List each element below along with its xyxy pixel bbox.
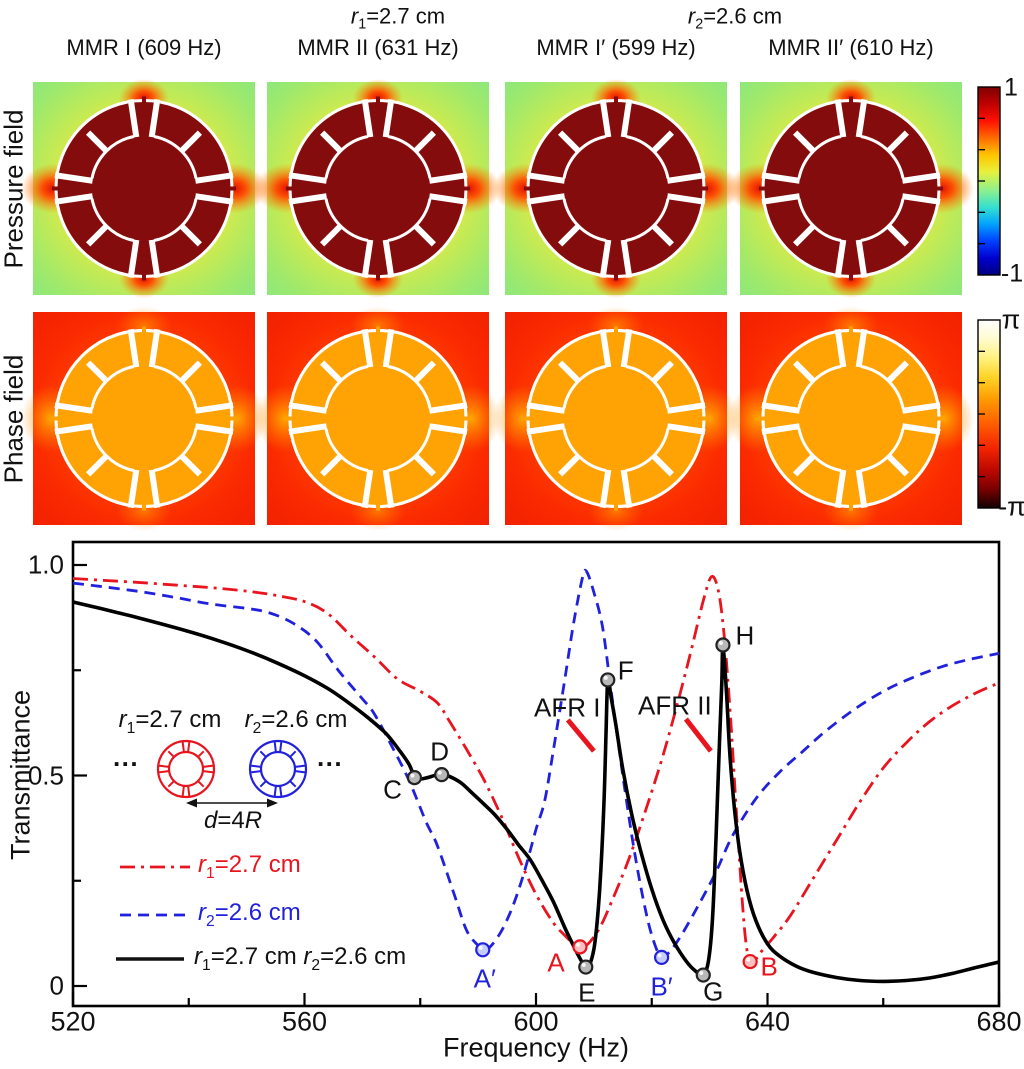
phase-cbar-max: π <box>1001 304 1021 335</box>
panel-label-mmr2p: MMR II′ (610 Hz) <box>768 35 934 60</box>
pressure-field-mmr2p <box>728 79 974 298</box>
marker-A′ <box>475 942 491 958</box>
annotation-afr-ii: AFR II <box>638 690 712 721</box>
phase-field-row <box>21 306 974 531</box>
marker-B <box>742 953 758 970</box>
y-tick-0.5: 0.5 <box>27 760 64 790</box>
axis-ticks <box>71 563 1001 1006</box>
panel-label-mmr2: MMR II (631 Hz) <box>297 35 459 60</box>
x-tick-560: 560 <box>281 1006 328 1037</box>
annotation-afr-i: AFR I <box>534 692 601 723</box>
pressure-row-label: Pressure field <box>0 109 29 269</box>
marker-C <box>406 770 423 786</box>
panel-label-mmr1: MMR I (609 Hz) <box>66 35 222 60</box>
marker-label-B′: B′ <box>650 971 673 1002</box>
marker-E <box>578 959 594 975</box>
y-tick-1.0: 1.0 <box>27 549 64 580</box>
afr-pointer-1 <box>565 718 596 753</box>
phase-resonator-1 <box>52 326 236 511</box>
pressure-cbar-min: -1 <box>1000 259 1024 288</box>
marker-D <box>434 767 450 783</box>
pressure-cbar-max: 1 <box>1004 73 1018 102</box>
legend-entry-r2: r2=2.6 cm <box>198 899 301 930</box>
pressure-field-mmr1p <box>493 79 739 298</box>
pressure-field-mmr1 <box>21 79 267 298</box>
x-tick-680: 680 <box>976 1006 1022 1037</box>
marker-label-H: H <box>735 620 755 651</box>
marker-G <box>695 967 711 983</box>
marker-B′ <box>653 949 670 965</box>
marker-label-G: G <box>703 976 724 1007</box>
legend-entry-r1: r1=2.7 cm <box>198 851 301 882</box>
marker-label-D: D <box>430 736 450 767</box>
distance-arrow <box>186 798 278 808</box>
inset-resonator-pair <box>156 739 308 799</box>
legend-entry-both: r1=2.7 cm r2=2.6 cm <box>194 943 407 974</box>
transmittance-chart <box>71 540 1001 1008</box>
marker-label-F: F <box>617 655 634 686</box>
group1-header: r1=2.7 cm <box>350 3 446 33</box>
marker-label-C: C <box>383 774 402 805</box>
phase-colorbar <box>977 319 1001 509</box>
phase-resonator-2 <box>286 326 470 511</box>
inset-dots-right: ··· <box>317 748 343 779</box>
phase-resonator-3 <box>524 326 708 511</box>
marker-label-A: A <box>547 947 565 978</box>
inset-dots-left: ··· <box>113 748 139 779</box>
series-0 <box>72 568 1000 960</box>
x-tick-520: 520 <box>50 1006 96 1037</box>
marker-A <box>572 939 588 955</box>
pressure-colorbar <box>977 86 1001 276</box>
inset-ring2-label: r2=2.6 cm <box>244 706 348 737</box>
marker-label-E: E <box>578 977 596 1008</box>
group2-header: r2=2.6 cm <box>687 3 783 33</box>
inset-distance-label: d=4R <box>203 807 263 834</box>
x-tick-600: 600 <box>513 1006 559 1037</box>
mini-resonator-icon <box>248 739 308 799</box>
marker-H <box>715 637 731 653</box>
panel-label-mmr1p: MMR I′ (599 Hz) <box>536 35 696 60</box>
pressure-field-mmr2 <box>255 79 501 298</box>
afr-pointer-2 <box>683 717 713 753</box>
x-tick-640: 640 <box>744 1006 791 1037</box>
phase-resonator-4 <box>759 326 943 511</box>
series-2 <box>72 600 1000 984</box>
phase-cbar-min: -π <box>998 491 1024 522</box>
inset-ring1-label: r1=2.7 cm <box>118 706 222 737</box>
x-axis-label: Frequency (Hz) <box>442 1032 630 1063</box>
phase-row-label: Phase field <box>0 354 29 484</box>
y-tick-0: 0 <box>49 970 64 1001</box>
series-1 <box>72 574 1000 965</box>
marker-label-A′: A′ <box>473 963 496 994</box>
mini-resonator-icon <box>156 739 216 799</box>
marker-F <box>600 672 616 688</box>
marker-label-B: B <box>760 951 778 982</box>
